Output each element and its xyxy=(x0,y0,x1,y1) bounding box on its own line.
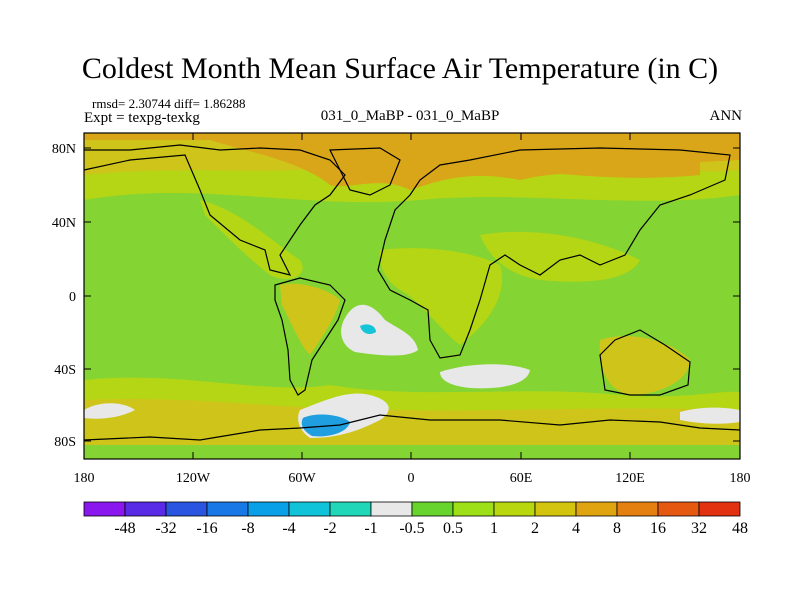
colorbar-swatch xyxy=(453,502,494,516)
colorbar-label: 4 xyxy=(572,520,580,537)
lon-label: 120W xyxy=(176,471,211,486)
lon-label: 0 xyxy=(408,471,415,486)
colorbar-label: 2 xyxy=(531,520,539,537)
chart-title: Coldest Month Mean Surface Air Temperatu… xyxy=(0,52,800,86)
colorbar-label: 48 xyxy=(732,520,748,537)
colorbar-swatch xyxy=(330,502,371,516)
neutral-east-edge xyxy=(680,408,740,424)
lon-label: 60E xyxy=(510,471,533,486)
colorbar-swatch xyxy=(576,502,617,516)
lat-label: 80S xyxy=(54,435,76,450)
lat-label: 0 xyxy=(69,290,76,305)
colorbar-label: -4 xyxy=(282,520,295,537)
lat-label: 40S xyxy=(54,363,76,378)
colorbar-label: 8 xyxy=(613,520,621,537)
colorbar: -48 -32 -16 -8 -4 -2 -1 -0.5 0.5 1 2 4 8 16 32 48 xyxy=(84,502,748,537)
colorbar-swatch xyxy=(617,502,658,516)
colorbar-label: -32 xyxy=(155,520,176,537)
lat-label: 40N xyxy=(52,216,76,231)
temperature-map-figure: 80N40N040S80S 180 120W 60W 0 60E 120E 180 -48-… xyxy=(0,0,800,600)
colorbar-swatch xyxy=(658,502,699,516)
colorbar-label: 0.5 xyxy=(443,520,463,537)
colorbar-swatch xyxy=(207,502,248,516)
colorbar-swatch xyxy=(166,502,207,516)
latitude-labels: 80N 40N 0 40S 80S xyxy=(52,142,76,450)
colorbar-label: -0.5 xyxy=(399,520,424,537)
colorbar-swatch xyxy=(248,502,289,516)
colorbar-label: -48 xyxy=(114,520,135,537)
lon-label: 180 xyxy=(74,471,95,486)
colorbar-swatch xyxy=(84,502,125,516)
colorbar-swatch xyxy=(289,502,330,516)
colorbar-swatch xyxy=(699,502,740,516)
comparison-label: 031_0_MaBP - 031_0_MaBP xyxy=(0,108,800,125)
colorbar-swatch xyxy=(535,502,576,516)
colorbar-label: -2 xyxy=(323,520,336,537)
colorbar-label: -8 xyxy=(241,520,254,537)
colorbar-label: 32 xyxy=(691,520,707,537)
colorbar-label: 1 xyxy=(490,520,498,537)
lon-label: 180 xyxy=(730,471,751,486)
colorbar-swatch xyxy=(412,502,453,516)
season-label: ANN xyxy=(710,108,743,125)
lat-label: 80N xyxy=(52,142,76,157)
colorbar-label: 16 xyxy=(650,520,666,537)
colorbar-swatch xyxy=(494,502,535,516)
lon-label: 120E xyxy=(615,471,645,486)
colorbar-swatch xyxy=(125,502,166,516)
colorbar-label: -16 xyxy=(196,520,217,537)
colorbar-swatch xyxy=(371,502,412,516)
colorbar-label: -1 xyxy=(364,520,377,537)
lon-label: 60W xyxy=(288,471,316,486)
longitude-labels: 180 120W 60W 0 60E 120E 180 xyxy=(74,471,751,486)
